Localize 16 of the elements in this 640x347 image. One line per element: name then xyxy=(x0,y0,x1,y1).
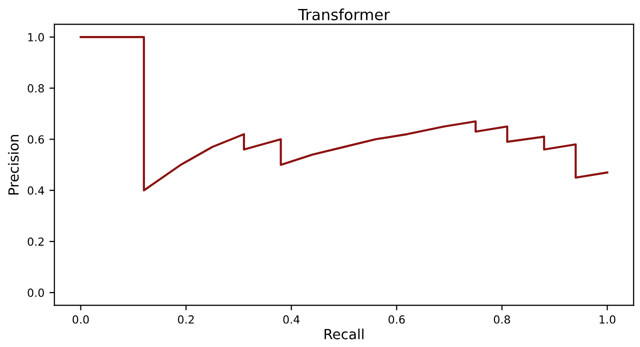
y-tick-label: 0.8 xyxy=(28,84,44,93)
y-tick-label: 1.0 xyxy=(28,33,44,42)
x-tick-label: 0.2 xyxy=(178,315,194,324)
y-tick-label: 0.4 xyxy=(28,186,44,195)
x-tick-label: 0.0 xyxy=(72,315,89,324)
x-axis-title: Recall xyxy=(324,328,364,340)
line-series xyxy=(80,36,608,192)
x-tick-label: 0.4 xyxy=(283,315,300,324)
chart-title: Transformer xyxy=(298,8,390,20)
y-tick-label: 0.0 xyxy=(28,288,44,297)
y-tick-label: 0.6 xyxy=(28,135,44,144)
y-axis-title: Precision xyxy=(8,135,19,194)
x-tick-label: 0.6 xyxy=(388,315,405,324)
x-tick-label: 1.0 xyxy=(600,315,616,324)
x-tick-label: 0.8 xyxy=(494,315,510,324)
y-tick-label: 0.2 xyxy=(28,237,44,246)
